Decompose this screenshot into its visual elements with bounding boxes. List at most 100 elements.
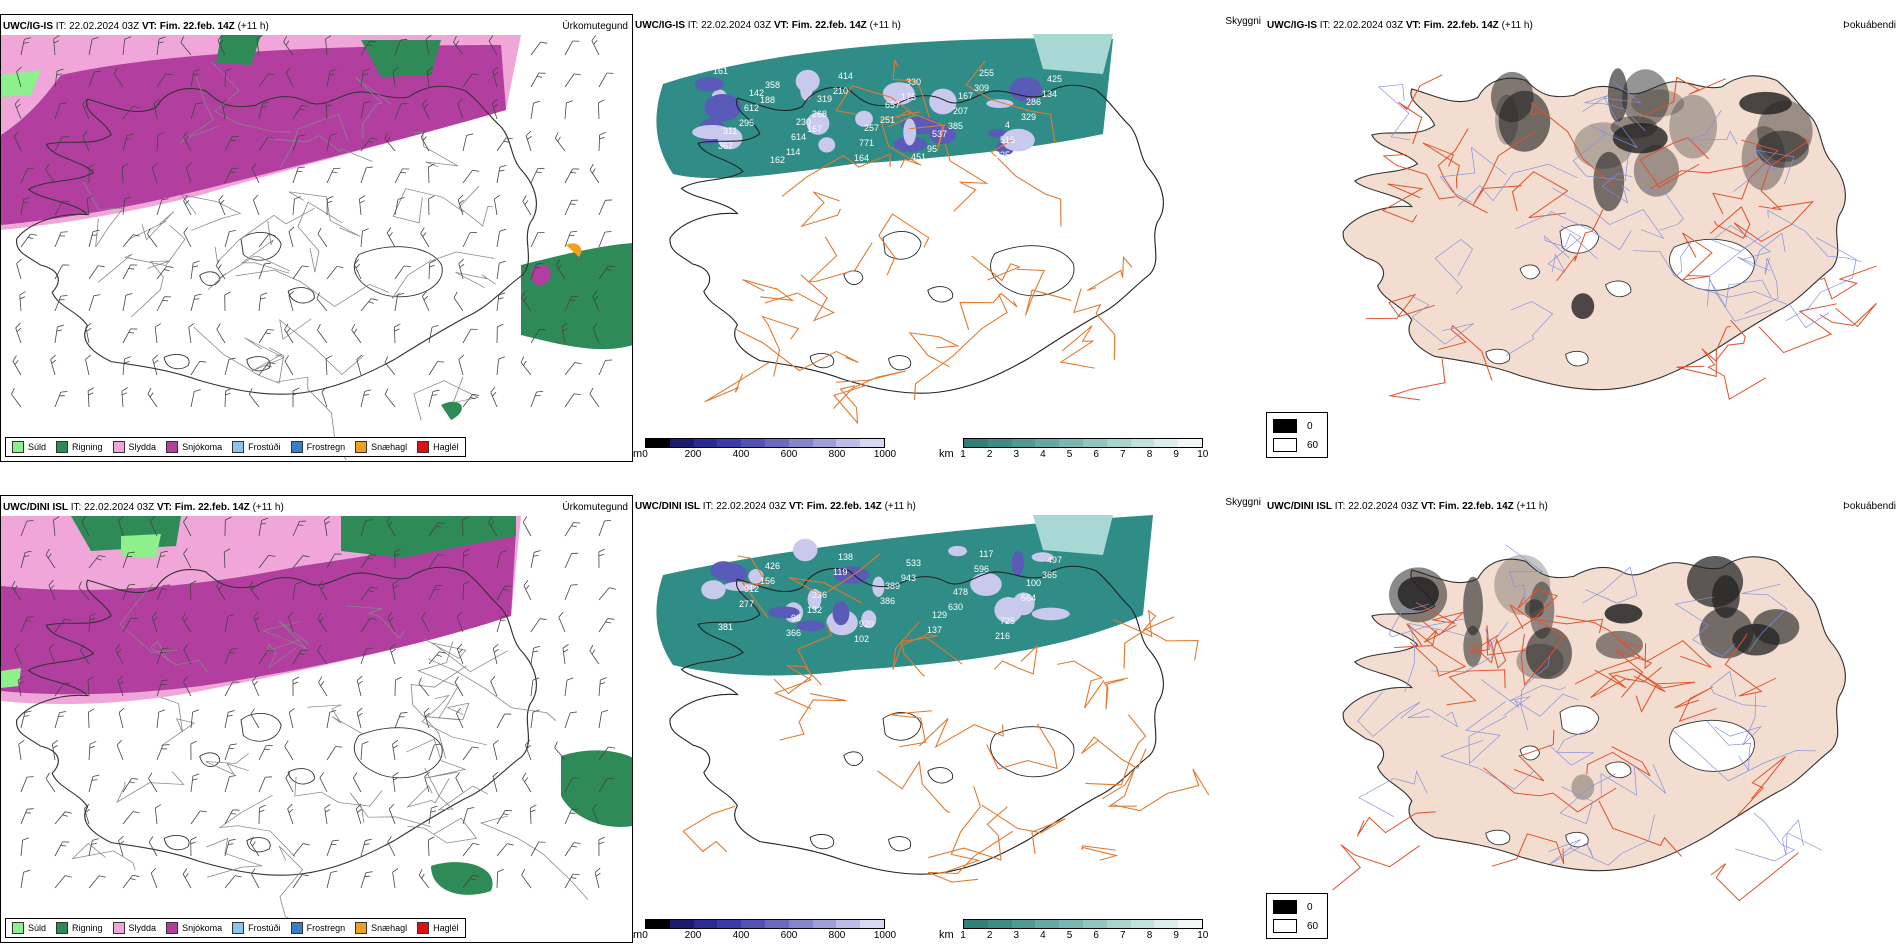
it-label: IT: (1319, 20, 1331, 31)
peak-height-label: 162 (770, 155, 785, 165)
legend-swatch (355, 922, 368, 934)
peak-height-label: 533 (906, 558, 921, 568)
legend-label: Frostregn (306, 442, 346, 452)
it-label: IT: (70, 502, 82, 513)
legend-swatch (290, 441, 303, 453)
colorbar-tick: 0 (642, 449, 648, 460)
it-value: 22.02.2024 03Z (69, 21, 140, 32)
peak-height-label: 277 (739, 599, 754, 609)
colorbar-tick: 600 (780, 930, 798, 941)
legend-label: Súld (28, 442, 47, 452)
vt-label: VT: (141, 21, 157, 32)
visibility-panel: UWC/IG-IS IT: 22.02.2024 03Z VT: Fim. 22… (633, 14, 1265, 462)
colorbar-tick: 0 (642, 930, 648, 941)
fog-label: Þokuábendi (1843, 501, 1896, 512)
peak-height-label: 515 (1000, 135, 1015, 145)
peak-height-label: 612 (744, 103, 759, 113)
fog-legend-row: 0 (1273, 419, 1313, 433)
colorbar-tick: 3 (1013, 930, 1020, 941)
legend-swatch (56, 441, 69, 453)
peak-height-label: 132 (807, 605, 822, 615)
precip-type-legend: Súld Rigning Slydda Snjókoma Frostúði Frostre… (5, 918, 466, 938)
model-name: UWC/IG-IS (635, 20, 685, 31)
colorbar-tick: 8 (1146, 930, 1153, 941)
it-value: 22.02.2024 03Z (716, 501, 787, 512)
fog-map (1332, 544, 1846, 902)
colorbar-tick: 1 (960, 930, 966, 941)
colorbar-tick: 2 (986, 930, 993, 941)
model-name: UWC/DINI ISL (3, 502, 68, 513)
fog-legend-row: 0 (1273, 900, 1313, 914)
vt-value: Fim. 22.feb. 14Z (791, 20, 867, 31)
legend-item: Slydda (112, 441, 157, 453)
panel-title: UWC/DINI ISL IT: 22.02.2024 03Z VT: Fim.… (635, 501, 916, 512)
peak-height-label: 161 (713, 66, 728, 76)
peak-height-label: 134 (1042, 89, 1057, 99)
fog-legend-max: 60 (1307, 439, 1319, 451)
it-label: IT: (702, 501, 714, 512)
peak-height-label: 102 (854, 634, 869, 644)
peak-height-label: 311 (723, 126, 737, 136)
it-label: IT: (1334, 501, 1346, 512)
legend-item: Rigning (56, 922, 103, 934)
vt-value: Fim. 22.feb. 14Z (174, 502, 250, 513)
precip-type-legend: Súld Rigning Slydda Snjókoma Frostúði Frostre… (5, 437, 466, 457)
panel-title: UWC/IG-IS IT: 22.02.2024 03Z VT: Fim. 22… (635, 20, 901, 31)
colorbar-tick: 8 (1146, 449, 1153, 460)
peak-height-label: 330 (906, 77, 921, 87)
legend-item: Rigning (56, 441, 103, 453)
panel-title: UWC/IG-IS IT: 22.02.2024 03Z VT: Fim. 22… (1267, 20, 1533, 31)
peak-height-label: 367 (718, 141, 733, 151)
colorbar-tick: 4 (1040, 930, 1046, 941)
legend-label: Rigning (72, 442, 103, 452)
colorbar-tick: 9 (1173, 930, 1179, 941)
visibility-colorbar: 1 2 3 4 5 6 7 8 9 10 (960, 919, 1208, 941)
colorbar-tick: 1 (960, 449, 966, 460)
peak-height-label: 286 (1026, 97, 1041, 107)
fog-panel: UWC/DINI ISL IT: 22.02.2024 03Z VT: Fim.… (1265, 495, 1900, 943)
it-value: 22.02.2024 03Z (84, 502, 155, 513)
peak-height-label: 564 (1021, 593, 1036, 603)
it-value: 22.02.2024 03Z (1333, 20, 1404, 31)
model-name: UWC/IG-IS (1267, 20, 1317, 31)
peak-height-label: 386 (880, 596, 895, 606)
colorbar-tick: 7 (1120, 449, 1126, 460)
peak-height-label: 912 (744, 584, 759, 594)
peak-height-label: 230 (796, 117, 811, 127)
legend-item: Súld (12, 922, 46, 934)
precip-type-panel: UWC/IG-IS IT: 22.02.2024 03Z VT: Fim. 22… (0, 14, 633, 462)
legend-swatch (112, 922, 125, 934)
visibility-panel: UWC/DINI ISL IT: 22.02.2024 03Z VT: Fim.… (633, 495, 1265, 943)
peak-height-label: 185 (713, 547, 728, 557)
peak-height-label: 414 (838, 71, 853, 81)
colorbar-tick: 1000 (873, 930, 897, 941)
legend-swatch (232, 922, 245, 934)
legend-swatch (56, 922, 69, 934)
peak-height-label: 100 (1026, 578, 1041, 588)
legend-item: Slydda (112, 922, 156, 934)
peak-height-label: 497 (1047, 555, 1062, 565)
vt-value: Fim. 22.feb. 14Z (1423, 20, 1499, 31)
precip-type-map (1, 515, 632, 935)
fog-legend-min: 0 (1307, 901, 1313, 913)
peak-height-label: 537 (932, 129, 947, 139)
it-label: IT: (55, 21, 67, 32)
peak-height-label: 137 (927, 625, 942, 635)
legend-item: Haglél (417, 441, 459, 453)
legend-label: Frostúði (248, 923, 281, 933)
legend-label: Slydda (128, 442, 157, 452)
peak-height-label: 365 (1042, 570, 1057, 580)
peak-height-label: 216 (995, 631, 1010, 641)
peak-height-label: 255 (979, 68, 994, 78)
peak-height-label: 164 (854, 153, 869, 163)
peak-height-label: 138 (838, 552, 853, 562)
fog-legend: 0 60 (1266, 412, 1328, 458)
colorbar-tick: 6 (1093, 449, 1099, 460)
legend-label: Frostúði (248, 442, 281, 452)
peak-height-label: 7 (1052, 149, 1057, 159)
peak-height-label: 366 (786, 628, 801, 638)
peak-height-label: 389 (885, 581, 900, 591)
legend-swatch (12, 441, 24, 453)
legend-item: Snjókoma (166, 441, 222, 453)
legend-label: Súld (28, 923, 47, 933)
